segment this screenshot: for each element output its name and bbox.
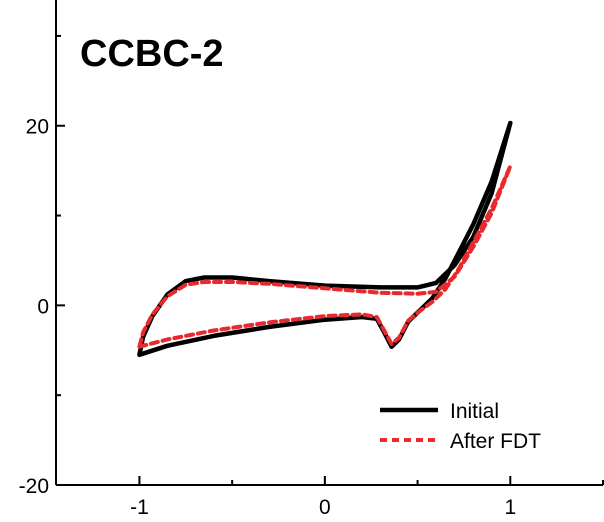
x-tick-label: 0 bbox=[319, 496, 331, 519]
y-tick-label: 20 bbox=[26, 116, 49, 139]
ticks-layer: -20 0 20 -1 0 1 bbox=[19, 34, 604, 519]
legend-label-1: After FDT bbox=[450, 430, 541, 453]
x-tick-label: -1 bbox=[130, 496, 149, 519]
axes-layer bbox=[55, 0, 603, 486]
series-layer bbox=[137, 120, 513, 358]
y-tick-label: -20 bbox=[19, 475, 49, 498]
chart-title: CCBC-2 bbox=[80, 33, 224, 75]
x-tick-label: 1 bbox=[504, 496, 516, 519]
y-tick-label: 0 bbox=[37, 295, 49, 318]
legend: Initial After FDT bbox=[380, 400, 541, 453]
plot-area bbox=[56, 0, 603, 485]
legend-label-0: Initial bbox=[450, 400, 499, 423]
series-line-1 bbox=[137, 164, 513, 349]
series-line-0 bbox=[137, 120, 513, 358]
